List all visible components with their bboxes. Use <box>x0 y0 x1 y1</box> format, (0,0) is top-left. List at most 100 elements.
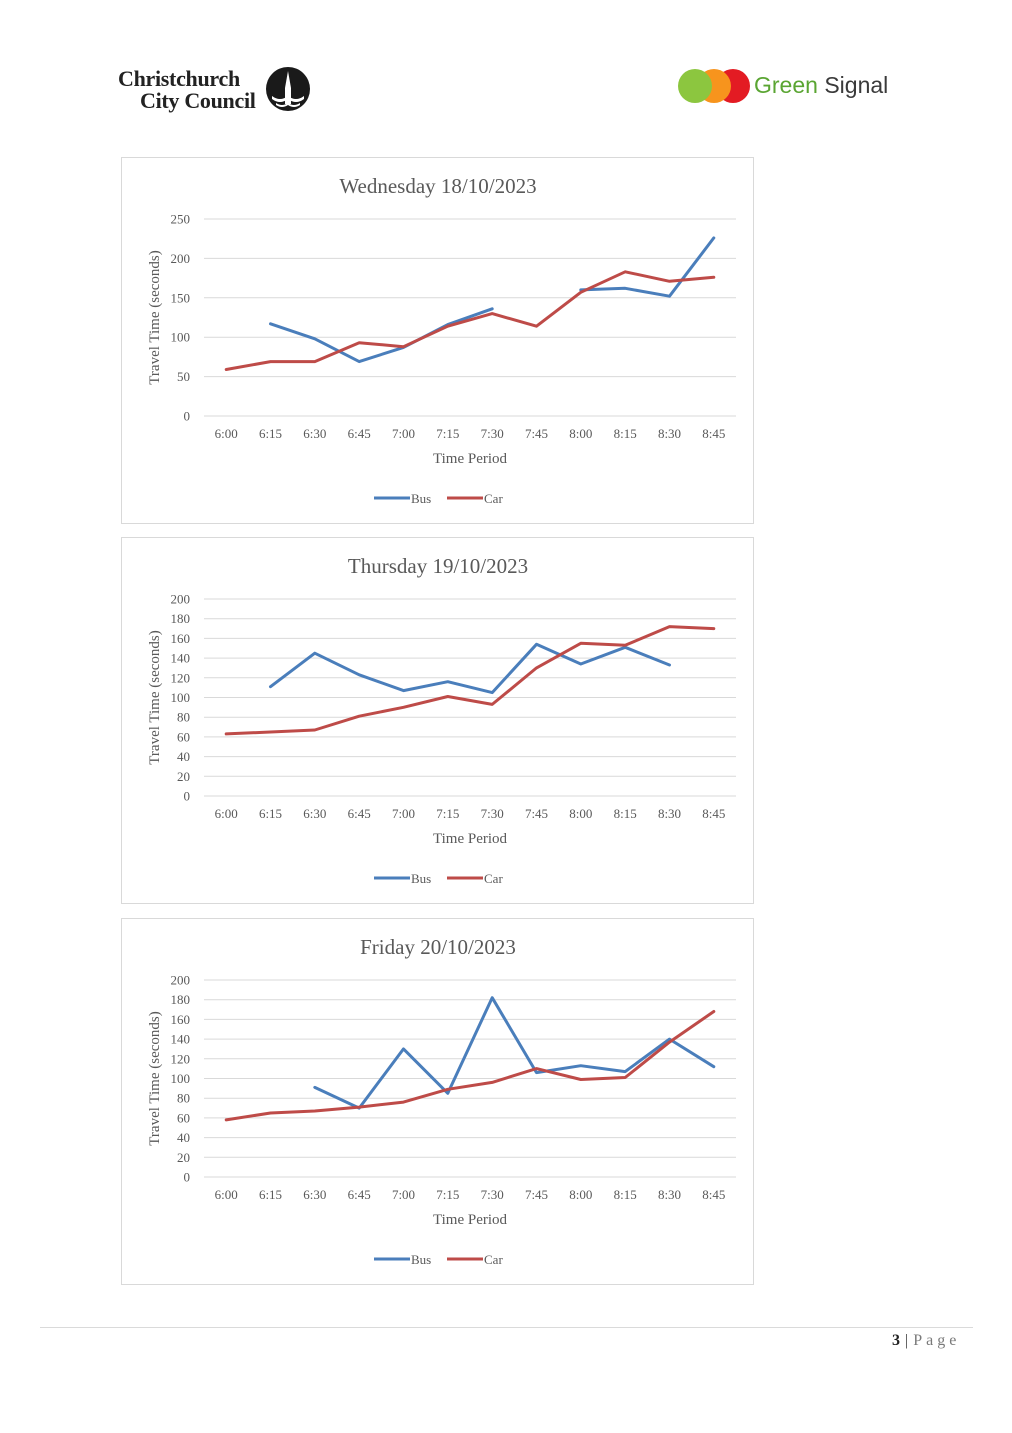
series-line-bus <box>579 236 716 298</box>
ccc-logo-line2: City Council <box>140 88 256 113</box>
page-label: Page <box>913 1332 961 1349</box>
y-tick-label: 60 <box>177 1110 190 1125</box>
x-tick-label: 7:30 <box>481 426 504 441</box>
x-tick-label: 8:00 <box>569 426 592 441</box>
y-tick-label: 120 <box>171 1051 191 1066</box>
x-tick-label: 6:45 <box>348 806 371 821</box>
y-tick-label: 140 <box>171 1032 191 1047</box>
x-tick-label: 8:30 <box>658 806 681 821</box>
green-signal-wordmark: Green Signal <box>754 72 888 99</box>
series-line-car <box>224 270 716 371</box>
y-tick-label: 80 <box>177 1091 190 1106</box>
x-tick-label: 6:30 <box>303 1187 326 1202</box>
y-tick-label: 200 <box>171 592 191 607</box>
x-tick-label: 6:45 <box>348 1187 371 1202</box>
chart-title: Wednesday 18/10/2023 <box>339 174 536 198</box>
gs-word-signal: Signal <box>824 72 889 98</box>
x-tick-label: 8:00 <box>569 1187 592 1202</box>
x-tick-label: 6:00 <box>215 806 238 821</box>
x-tick-label: 7:45 <box>525 1187 548 1202</box>
x-tick-label: 8:15 <box>614 1187 637 1202</box>
y-tick-label: 60 <box>177 729 190 744</box>
christchurch-city-council-logo: Christchurch City Council <box>118 66 318 118</box>
y-tick-label: 100 <box>171 1071 191 1086</box>
x-tick-label: 7:00 <box>392 426 415 441</box>
y-tick-label: 50 <box>177 369 190 384</box>
legend-label-car: Car <box>484 871 503 886</box>
page-number-footer: 3 | Page <box>892 1332 960 1350</box>
y-tick-label: 20 <box>177 1150 190 1165</box>
x-axis-title: Time Period <box>433 451 508 467</box>
y-tick-label: 140 <box>171 651 191 666</box>
x-tick-label: 6:15 <box>259 1187 282 1202</box>
series-line-car <box>224 1010 716 1122</box>
x-tick-label: 7:15 <box>436 426 459 441</box>
x-axis-title: Time Period <box>433 831 508 847</box>
x-tick-label: 8:30 <box>658 1187 681 1202</box>
y-tick-label: 160 <box>171 1012 191 1027</box>
x-tick-label: 6:00 <box>215 1187 238 1202</box>
legend-label-car: Car <box>484 1252 503 1267</box>
y-axis-title: Travel Time (seconds) <box>147 630 163 764</box>
y-tick-label: 0 <box>184 1170 191 1185</box>
y-tick-label: 200 <box>171 973 191 988</box>
chart-title: Friday 20/10/2023 <box>360 935 516 959</box>
series-line-bus <box>269 642 671 695</box>
y-tick-label: 80 <box>177 710 190 725</box>
chart-svg-thursday: Thursday 19/10/2023 0 20 40 60 80 100 120 140 160… <box>147 554 736 886</box>
legend-label-car: Car <box>484 491 503 506</box>
chart-friday: Friday 20/10/2023 0 20 40 60 80 100 120 140 160 18… <box>121 918 754 1285</box>
page-number: 3 <box>892 1332 901 1349</box>
x-tick-label: 8:45 <box>702 426 725 441</box>
chart-svg-wednesday: Wednesday 18/10/2023 0 50 100 150 200 250 6:00 6… <box>147 174 736 506</box>
x-tick-label: 8:45 <box>702 806 725 821</box>
ccc-logo-line1: Christchurch <box>118 66 240 91</box>
x-tick-label: 6:00 <box>215 426 238 441</box>
x-tick-label: 7:45 <box>525 806 548 821</box>
x-tick-label: 8:00 <box>569 806 592 821</box>
x-tick-label: 6:15 <box>259 426 282 441</box>
chart-svg-friday: Friday 20/10/2023 0 20 40 60 80 100 120 140 160 18… <box>147 935 736 1267</box>
x-tick-label: 8:15 <box>614 806 637 821</box>
y-tick-label: 20 <box>177 769 190 784</box>
y-tick-label: 100 <box>171 690 191 705</box>
y-tick-label: 180 <box>171 992 191 1007</box>
legend-label-bus: Bus <box>411 871 431 886</box>
y-tick-label: 0 <box>184 789 191 804</box>
x-tick-label: 8:15 <box>614 426 637 441</box>
x-tick-label: 6:15 <box>259 806 282 821</box>
green-signal-logo: Green Signal <box>676 66 896 108</box>
chart-wednesday: Wednesday 18/10/2023 0 50 100 150 200 250 6:00 6… <box>121 157 754 524</box>
y-tick-label: 250 <box>171 212 191 227</box>
x-tick-label: 7:30 <box>481 1187 504 1202</box>
y-tick-label: 120 <box>171 670 191 685</box>
legend-label-bus: Bus <box>411 1252 431 1267</box>
y-tick-label: 160 <box>171 631 191 646</box>
y-tick-label: 40 <box>177 749 190 764</box>
x-tick-label: 7:45 <box>525 426 548 441</box>
footer-divider <box>40 1327 973 1328</box>
y-tick-label: 40 <box>177 1130 190 1145</box>
x-tick-label: 8:45 <box>702 1187 725 1202</box>
series-line-bus <box>313 996 716 1110</box>
chart-thursday: Thursday 19/10/2023 0 20 40 60 80 100 120 140 160… <box>121 537 754 904</box>
y-axis-title: Travel Time (seconds) <box>147 250 163 384</box>
x-tick-label: 7:00 <box>392 806 415 821</box>
cathedral-emblem-icon <box>266 67 310 111</box>
x-tick-label: 6:30 <box>303 426 326 441</box>
x-axis-title: Time Period <box>433 1212 508 1228</box>
y-tick-label: 180 <box>171 611 191 626</box>
y-axis-title: Travel Time (seconds) <box>147 1011 163 1145</box>
traffic-light-dots-icon <box>678 69 750 103</box>
y-tick-label: 0 <box>184 409 191 424</box>
x-tick-label: 8:30 <box>658 426 681 441</box>
legend-label-bus: Bus <box>411 491 431 506</box>
page-separator: | <box>905 1332 909 1349</box>
x-tick-label: 6:45 <box>348 426 371 441</box>
gs-word-green: Green <box>754 72 818 98</box>
x-tick-label: 6:30 <box>303 806 326 821</box>
x-tick-label: 7:00 <box>392 1187 415 1202</box>
y-tick-label: 200 <box>171 251 191 266</box>
x-tick-label: 7:15 <box>436 1187 459 1202</box>
y-tick-label: 150 <box>171 290 191 305</box>
